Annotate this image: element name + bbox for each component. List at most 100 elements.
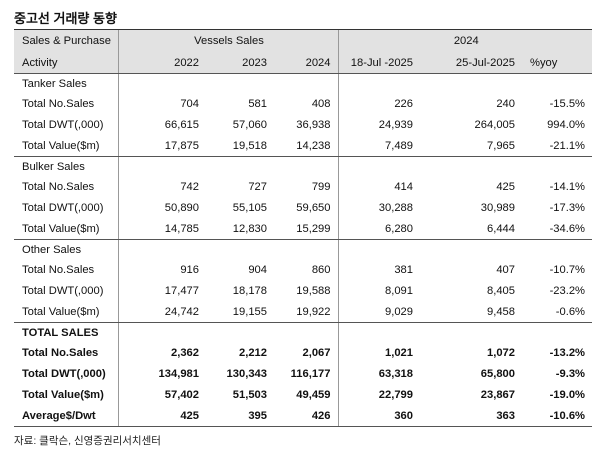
table-cell: 116,177 [290, 367, 331, 380]
table-cell: 14,238 [274, 135, 338, 157]
table-row: Total Value($m) 17,875 19,518 14,238 7,489 7,… [14, 135, 593, 157]
header-2024-group: 2024 [337, 29, 593, 52]
table-row: Total No.Sales 704 581 408 226 240 -15.5% [14, 93, 592, 114]
empty-cell [337, 322, 420, 342]
table-cell: -9.3% [555, 367, 586, 380]
table-cell: 9,458 [420, 301, 522, 323]
table-cell: 30,989 [480, 201, 515, 214]
header-2023: 2023 [206, 52, 274, 74]
table-cell: 36,938 [296, 118, 331, 131]
empty-cell [420, 157, 522, 177]
header-yoy: %yoy [522, 52, 593, 74]
table-cell: 425 [496, 180, 515, 193]
table-cell: 22,799 [337, 384, 420, 405]
section-header-row: TOTAL SALES [14, 322, 592, 343]
row-label: Total DWT(,000) [22, 118, 104, 131]
table-cell: 1,021 [337, 342, 420, 363]
row-label: Total DWT(,000) [22, 284, 104, 297]
table-cell: -19.0% [549, 388, 586, 401]
table-cell: 55,105 [232, 201, 267, 214]
table-cell: 799 [311, 180, 331, 193]
empty-cell [420, 240, 522, 260]
table-cell: 65,800 [480, 367, 515, 380]
section-title: Bulker Sales [22, 160, 85, 173]
empty-cell [420, 323, 522, 343]
row-label: Total Value($m) [14, 135, 118, 157]
table-cell: 17,477 [117, 280, 206, 301]
table-cell: -13.2% [549, 346, 586, 359]
empty-cell [274, 323, 338, 343]
table-cell: 130,343 [226, 367, 267, 380]
header-sales-purchase: Sales & Purchase [14, 29, 118, 52]
table-cell: -0.6% [522, 301, 593, 323]
table-row: Total DWT(,000) 17,477 18,178 19,588 8,091 8,… [14, 280, 592, 301]
table-cell: 19,155 [206, 301, 274, 323]
header-row-1: Sales & Purchase Vessels Sales 2024 [14, 29, 593, 52]
empty-cell [522, 323, 592, 343]
table-cell: -17.3% [549, 201, 586, 214]
header-activity: Activity [14, 52, 118, 74]
section-header-row: Tanker Sales [14, 73, 592, 94]
table-cell: 742 [117, 176, 206, 197]
header-vessels-sales: Vessels Sales [117, 29, 338, 52]
table-row: Total No.Sales 916 904 860 381 407 -10.7% [14, 259, 592, 280]
row-label: Total Value($m) [22, 388, 104, 401]
table-cell: 7,965 [420, 135, 522, 157]
table-cell: 15,299 [274, 218, 338, 240]
empty-cell [420, 74, 522, 94]
table-cell: -10.7% [549, 263, 586, 276]
table-row: Average$/Dwt 425 395 426 360 363 -10.6% [14, 405, 593, 427]
table-cell: 57,402 [117, 384, 206, 405]
table-cell: -23.2% [549, 284, 586, 297]
table-cell: 6,444 [420, 218, 522, 240]
section-title: Other Sales [22, 243, 82, 256]
table-cell: 19,518 [206, 135, 274, 157]
table-cell: 30,288 [337, 197, 420, 218]
table-cell: 24,742 [117, 301, 206, 323]
table-row: Total No.Sales 742 727 799 414 425 -14.1% [14, 176, 592, 197]
table-cell: 7,489 [337, 135, 420, 157]
row-label: Total No.Sales [22, 97, 95, 110]
table-body: Tanker Sales Total No.Sales 704 581 408 226 24… [14, 73, 593, 427]
table-cell: 363 [420, 405, 522, 427]
table-cell: 226 [337, 93, 420, 114]
table-cell: 24,939 [337, 114, 420, 135]
section-header-row: Bulker Sales [14, 156, 592, 177]
table-cell: 8,405 [487, 284, 515, 297]
table-cell: -21.1% [522, 135, 593, 157]
table-cell: 425 [117, 405, 206, 427]
table-row: Total DWT(,000) 134,981 130,343 116,177 63,3… [14, 363, 592, 384]
empty-cell [274, 74, 338, 94]
table-row: Total Value($m) 14,785 12,830 15,299 6,280 6,… [14, 218, 593, 240]
row-label: Total Value($m) [14, 218, 118, 240]
empty-cell [274, 157, 338, 177]
table-cell: 14,785 [117, 218, 206, 240]
table-cell: 994.0% [547, 118, 586, 131]
empty-cell [206, 240, 274, 260]
table-cell: 395 [206, 405, 274, 427]
empty-cell [274, 240, 338, 260]
table-cell: 704 [117, 93, 206, 114]
empty-cell [117, 239, 206, 259]
empty-cell [337, 239, 420, 259]
table-row: Total DWT(,000) 66,615 57,060 36,938 24,939 2… [14, 114, 592, 135]
table-cell: -15.5% [549, 97, 586, 110]
table-cell: 381 [337, 259, 420, 280]
vessel-sales-table: Sales & Purchase Vessels Sales 2024 Acti… [14, 29, 593, 427]
header-18-jul-2025: 18-Jul -2025 [337, 52, 420, 74]
empty-cell [522, 157, 592, 177]
table-cell: 860 [311, 263, 331, 276]
table-cell: 426 [274, 405, 338, 427]
table-cell: 2,067 [302, 346, 331, 359]
empty-cell [206, 157, 274, 177]
table-cell: 19,922 [274, 301, 338, 323]
table-cell: 12,830 [206, 218, 274, 240]
header-25-jul-2025: 25-Jul-2025 [420, 52, 522, 74]
header-2024: 2024 [274, 52, 338, 74]
table-row: Total DWT(,000) 50,890 55,105 59,650 30,288 3… [14, 197, 592, 218]
table-cell: 2,362 [117, 342, 206, 363]
table-cell: 17,875 [117, 135, 206, 157]
table-row: Total Value($m) 57,402 51,503 49,459 22,799 2… [14, 384, 592, 405]
row-label: Average$/Dwt [14, 405, 118, 427]
table-cell: 264,005 [474, 118, 515, 131]
